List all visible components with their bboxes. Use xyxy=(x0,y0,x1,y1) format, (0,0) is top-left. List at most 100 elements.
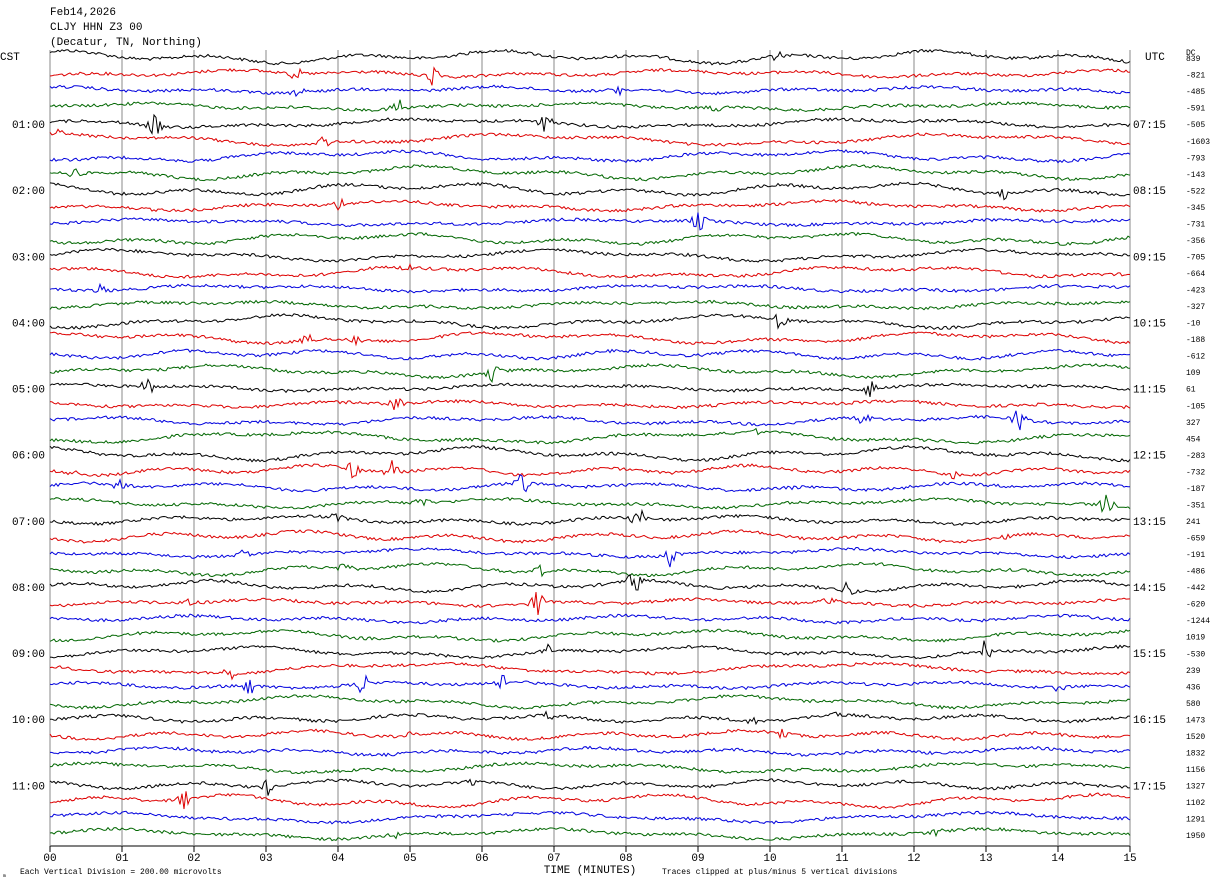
dc-value: 1473 xyxy=(1186,716,1205,725)
dc-value: -522 xyxy=(1186,187,1205,196)
dc-value: -283 xyxy=(1186,452,1205,461)
dc-value: -731 xyxy=(1186,220,1205,229)
dc-value: -793 xyxy=(1186,154,1205,163)
dc-value: 1102 xyxy=(1186,799,1205,808)
x-tick-label: 05 xyxy=(403,853,416,865)
x-tick-label: 01 xyxy=(115,853,129,865)
dc-value: -620 xyxy=(1186,601,1205,610)
trace xyxy=(49,640,1131,660)
x-tick-label: 12 xyxy=(907,853,920,865)
trace xyxy=(49,561,1131,578)
dc-value: 1520 xyxy=(1186,733,1205,742)
dc-value: -486 xyxy=(1186,568,1205,577)
trace xyxy=(49,378,1131,397)
dc-value: -327 xyxy=(1186,303,1205,312)
trace xyxy=(49,427,1131,445)
trace xyxy=(49,791,1131,810)
trace xyxy=(49,710,1130,726)
dc-value: -356 xyxy=(1186,237,1205,246)
x-tick-label: 15 xyxy=(1123,853,1136,865)
dc-value: 239 xyxy=(1186,667,1201,676)
trace xyxy=(49,628,1131,643)
dc-value: -591 xyxy=(1186,105,1205,114)
x-tick-label: 06 xyxy=(475,853,488,865)
dc-value: -705 xyxy=(1186,253,1205,262)
trace xyxy=(49,546,1131,568)
utc-time: 07:15 xyxy=(1133,120,1166,132)
trace xyxy=(49,282,1131,294)
utc-time: 15:15 xyxy=(1133,649,1166,661)
trace xyxy=(49,331,1131,347)
trace xyxy=(49,313,1131,330)
header-line: (Decatur, TN, Northing) xyxy=(50,37,202,49)
dc-value: -1603 xyxy=(1186,138,1210,147)
utc-time: 08:15 xyxy=(1133,186,1166,198)
utc-time: 17:15 xyxy=(1133,781,1166,793)
dc-value: 241 xyxy=(1186,518,1201,527)
dc-value: 1019 xyxy=(1186,634,1205,643)
trace xyxy=(49,84,1131,98)
trace xyxy=(49,348,1131,361)
cst-time: 07:00 xyxy=(12,517,45,529)
utc-time: 09:15 xyxy=(1133,252,1166,264)
trace xyxy=(49,128,1131,147)
trace xyxy=(49,398,1131,411)
x-axis-title: TIME (MINUTES) xyxy=(544,865,636,877)
trace xyxy=(49,362,1131,384)
trace xyxy=(49,613,1131,625)
trace xyxy=(49,231,1131,246)
cst-time: 08:00 xyxy=(12,583,45,595)
dc-value: -530 xyxy=(1186,650,1205,659)
trace xyxy=(49,164,1131,182)
dc-value: 454 xyxy=(1186,435,1201,444)
trace xyxy=(49,745,1131,758)
dc-value: 1950 xyxy=(1186,832,1205,841)
x-tick-label: 08 xyxy=(619,853,632,865)
cst-time: 09:00 xyxy=(12,649,45,661)
dc-value: 1832 xyxy=(1186,749,1205,758)
trace xyxy=(49,247,1131,263)
dc-value: -659 xyxy=(1186,535,1205,544)
cst-time: 01:00 xyxy=(12,120,45,132)
trace xyxy=(49,508,1131,527)
dc-value: -345 xyxy=(1186,204,1205,213)
header-line: Feb14,2026 xyxy=(50,7,116,19)
utc-time: 11:15 xyxy=(1133,385,1166,397)
trace xyxy=(49,728,1131,742)
clip-note: Traces clipped at plus/minus 5 vertical … xyxy=(662,868,897,877)
utc-time: 14:15 xyxy=(1133,583,1166,595)
dc-value: -10 xyxy=(1186,320,1201,329)
trace xyxy=(49,263,1131,279)
dc-value: 839 xyxy=(1186,55,1201,64)
dc-value: -188 xyxy=(1186,336,1205,345)
dc-value: 109 xyxy=(1186,369,1201,378)
x-tick-label: 11 xyxy=(835,853,849,865)
dc-value: -505 xyxy=(1186,121,1205,130)
trace xyxy=(49,810,1131,825)
utc-time: 16:15 xyxy=(1133,715,1166,727)
cst-time: 11:00 xyxy=(12,781,45,793)
dc-value: -821 xyxy=(1186,72,1205,81)
dc-value: 1291 xyxy=(1186,816,1205,825)
dc-value: -612 xyxy=(1186,353,1205,362)
trace xyxy=(49,674,1131,694)
dc-value: -1244 xyxy=(1186,617,1210,626)
trace xyxy=(49,761,1131,775)
header-line: CLJY HHN Z3 00 xyxy=(50,22,142,34)
x-tick-label: 09 xyxy=(691,853,704,865)
trace xyxy=(49,299,1131,311)
trace xyxy=(49,591,1131,615)
trace xyxy=(49,113,1131,135)
dc-header: DC xyxy=(1186,49,1196,58)
dc-value: -191 xyxy=(1186,551,1205,560)
trace xyxy=(49,473,1130,493)
dc-value: 61 xyxy=(1186,386,1196,395)
icon: ₘ xyxy=(2,871,7,880)
dc-value: -143 xyxy=(1186,171,1205,180)
dc-value: 1156 xyxy=(1186,766,1205,775)
dc-value: -664 xyxy=(1186,270,1205,279)
dc-value: 1327 xyxy=(1186,783,1205,792)
trace xyxy=(49,48,1131,66)
x-tick-label: 14 xyxy=(1051,853,1065,865)
